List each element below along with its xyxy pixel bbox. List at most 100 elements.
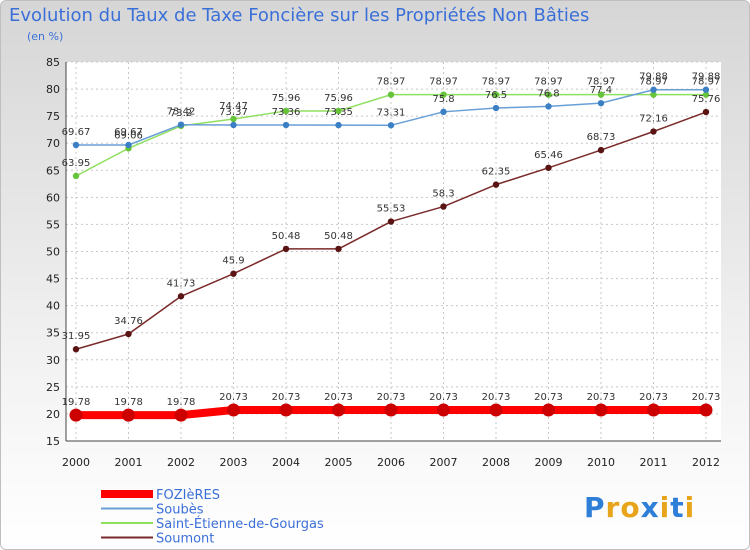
- data-label: 73.42: [167, 107, 196, 118]
- data-label: 55.53: [377, 204, 406, 215]
- data-label: 78.97: [429, 77, 458, 88]
- legend-label: Soubès: [156, 503, 204, 518]
- data-point: [125, 141, 132, 149]
- data-label: 20.73: [587, 392, 616, 403]
- y-tick-label: 65: [46, 164, 60, 177]
- data-point: [122, 408, 135, 422]
- data-label: 68.73: [587, 132, 616, 143]
- data-label: 62.35: [482, 167, 511, 178]
- x-tick-label: 2007: [430, 456, 458, 469]
- data-label: 20.73: [482, 392, 511, 403]
- data-point: [72, 346, 80, 353]
- logo-letter: r: [605, 491, 621, 524]
- data-point: [279, 403, 293, 417]
- y-tick-label: 60: [46, 191, 60, 204]
- data-point: [545, 103, 552, 110]
- y-tick-label: 40: [46, 300, 60, 313]
- data-label: 58.3: [432, 189, 454, 200]
- y-tick-label: 80: [46, 83, 60, 96]
- x-tick-label: 2003: [220, 456, 248, 469]
- data-label: 69.06: [114, 130, 143, 141]
- data-label: 76.5: [485, 90, 507, 101]
- data-label: 20.73: [692, 392, 721, 403]
- data-point: [650, 91, 657, 98]
- data-label: 78.97: [482, 77, 511, 88]
- data-label: 20.73: [272, 392, 301, 403]
- data-label: 50.48: [272, 231, 301, 242]
- data-point: [545, 91, 552, 98]
- y-tick-label: 15: [46, 435, 60, 448]
- y-tick-label: 70: [46, 137, 60, 150]
- chart-title: Evolution du Taux de Taxe Foncière sur l…: [9, 5, 590, 26]
- data-label: 79.88: [692, 72, 721, 83]
- data-label: 79.88: [639, 72, 668, 83]
- data-point: [230, 121, 237, 129]
- data-label: 69.67: [62, 127, 91, 138]
- data-point: [437, 403, 450, 417]
- data-label: 20.73: [429, 392, 458, 403]
- data-point: [335, 245, 342, 253]
- data-point: [384, 403, 398, 417]
- data-label: 20.73: [377, 392, 406, 403]
- data-point: [332, 403, 345, 417]
- data-label: 78.97: [692, 77, 721, 88]
- data-label: 20.73: [639, 392, 668, 403]
- data-label: 31.95: [62, 331, 91, 342]
- data-point: [282, 245, 290, 253]
- data-label: 75.96: [324, 93, 353, 104]
- data-label: 74.47: [219, 101, 248, 112]
- data-point: [702, 91, 710, 98]
- data-point: [440, 203, 447, 210]
- data-point: [699, 403, 713, 417]
- data-label: 78.97: [377, 77, 406, 88]
- data-point: [282, 121, 290, 129]
- y-tick-label: 45: [46, 273, 60, 286]
- data-label: 19.78: [167, 397, 196, 408]
- data-point: [647, 403, 660, 417]
- data-point: [597, 99, 605, 107]
- logo-letter: i: [659, 491, 671, 524]
- logo-letter: i: [684, 491, 696, 524]
- y-tick-label: 55: [46, 218, 60, 231]
- y-tick-label: 30: [46, 354, 60, 367]
- data-label: 65.46: [534, 150, 563, 161]
- data-point: [650, 128, 657, 135]
- data-point: [335, 121, 342, 129]
- data-label: 19.78: [114, 397, 143, 408]
- y-tick-label: 85: [46, 56, 60, 69]
- data-point: [387, 91, 395, 98]
- data-label: 20.73: [324, 392, 353, 403]
- data-label: 78.97: [534, 77, 563, 88]
- data-point: [702, 86, 710, 93]
- data-point: [702, 108, 710, 116]
- data-point: [597, 91, 605, 98]
- data-label: 20.73: [534, 392, 563, 403]
- data-point: [177, 293, 185, 300]
- proxiti-logo: Proxiti: [584, 491, 695, 524]
- x-tick-label: 2010: [587, 456, 615, 469]
- data-label: 76.8: [537, 88, 559, 99]
- data-point: [69, 408, 83, 422]
- data-label: 45.9: [222, 256, 244, 267]
- data-point: [72, 141, 80, 149]
- data-label: 19.78: [62, 397, 91, 408]
- data-label: 41.73: [167, 278, 196, 289]
- data-point: [492, 181, 500, 188]
- data-point: [387, 218, 395, 225]
- legend-label: FOZIèRES: [156, 488, 220, 503]
- data-point: [545, 164, 552, 171]
- data-point: [227, 403, 240, 417]
- data-point: [440, 108, 447, 116]
- data-point: [492, 104, 500, 112]
- x-tick-label: 2002: [167, 456, 195, 469]
- data-label: 75.8: [432, 94, 454, 105]
- logo-letter: P: [584, 491, 606, 524]
- x-tick-label: 2001: [115, 456, 143, 469]
- data-point: [125, 330, 132, 338]
- data-point: [492, 91, 500, 98]
- x-tick-label: 2011: [640, 456, 668, 469]
- logo-letter: x: [640, 491, 660, 524]
- x-tick-label: 2012: [692, 456, 720, 469]
- data-label: 69.67: [114, 127, 143, 138]
